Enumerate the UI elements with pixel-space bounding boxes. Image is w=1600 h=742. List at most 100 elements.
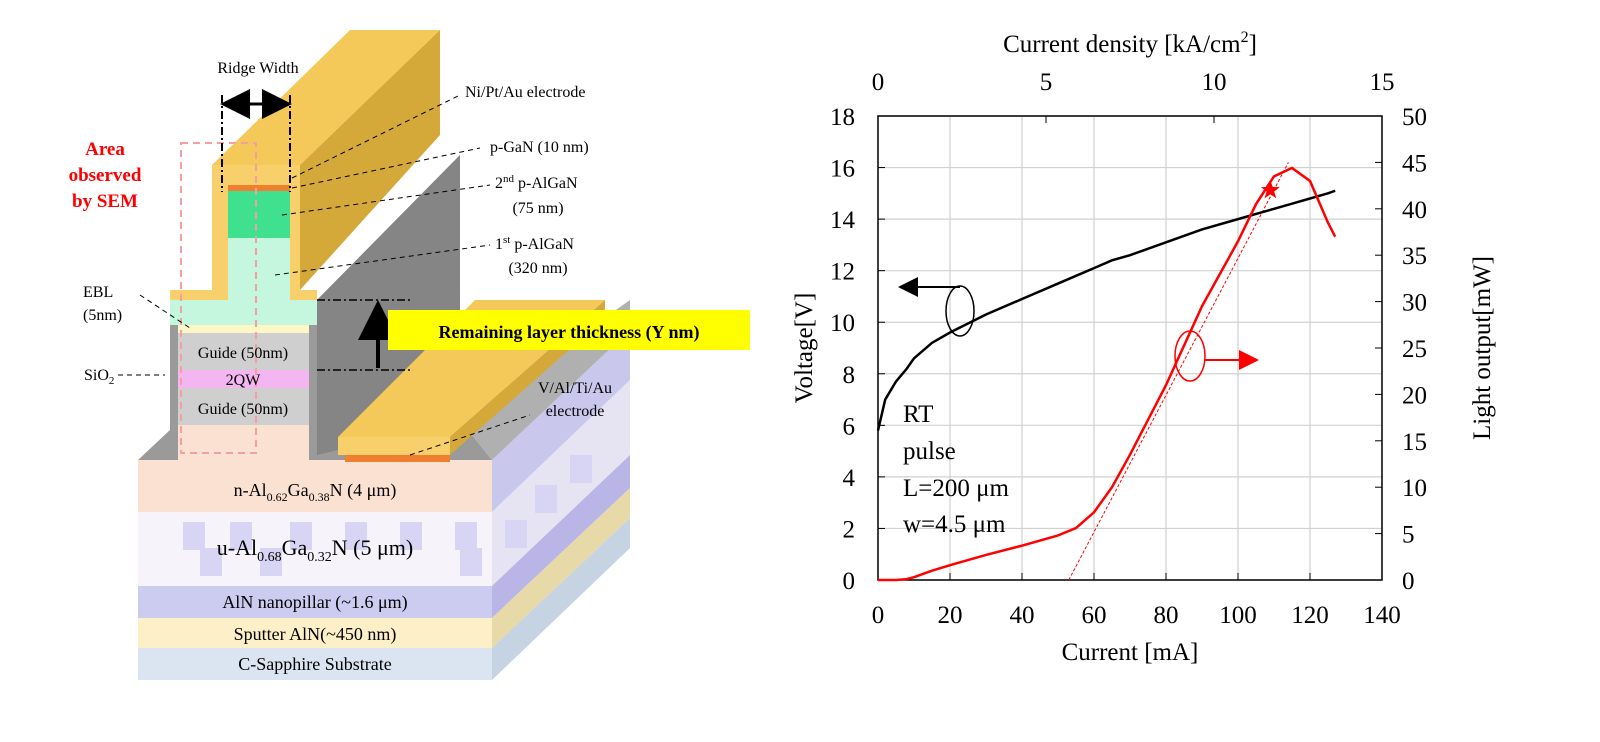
x2-axis-title: Current density [kA/cm2]: [1003, 29, 1257, 58]
y2-tick-label: 25: [1402, 336, 1427, 363]
text: 0.68: [257, 550, 282, 565]
sem-line: observed: [69, 165, 142, 186]
annotation: RT: [903, 401, 933, 428]
thickness-guides: [317, 299, 412, 371]
y2-axis-title: Light output[mW]: [1469, 256, 1496, 440]
x-tick-label: 0: [872, 602, 885, 629]
y-tick-label: 6: [843, 413, 856, 440]
annotation: pulse: [903, 438, 956, 465]
y2-tick-label: 50: [1402, 104, 1427, 131]
electrode-side: [300, 30, 440, 290]
data-line: [878, 166, 1337, 582]
y-tick-label: 10: [830, 310, 855, 337]
text: 1: [495, 236, 503, 253]
y2-tick-label: 5: [1402, 522, 1415, 549]
text: p-AlGaN: [510, 236, 574, 253]
p1-ridge: [228, 238, 290, 300]
pillar-layer: [138, 586, 492, 618]
guide-label: Guide (50nm): [198, 345, 288, 362]
side-sub: [492, 518, 630, 680]
x-tick-label: 120: [1291, 602, 1329, 629]
annotation: w=4.5 μm: [903, 511, 1006, 538]
p1-wide: [170, 300, 317, 325]
sem-line: Area: [85, 139, 125, 160]
electrode-front-left: [170, 165, 228, 300]
y2-tick-label: 0: [1402, 568, 1415, 595]
n-electrode-label: electrode: [546, 403, 605, 420]
qw-label: 2QW: [226, 372, 262, 389]
text: SiO: [84, 367, 109, 384]
text: N (4 μm): [330, 480, 397, 501]
y-tick-label: 18: [830, 104, 855, 131]
y2-tick-label: 45: [1402, 150, 1427, 177]
remaining-box: [388, 310, 750, 350]
x2-tick-label: 5: [1040, 69, 1053, 96]
y-tick-label: 8: [843, 362, 856, 389]
x-axis-title: Current [mA]: [1062, 639, 1199, 666]
x-tick-label: 80: [1154, 602, 1179, 629]
y-tick-label: 4: [843, 465, 856, 492]
substrate-layer: [138, 648, 492, 680]
p2-label: 2nd p-AlGaN: [495, 173, 578, 192]
mesa-n: [178, 425, 309, 460]
p2-thickness: (75 nm): [512, 200, 563, 217]
text: st: [503, 234, 510, 246]
y-tick-label: 0: [843, 568, 856, 595]
device-diagram: Ridge Width Area observed by SEM Ni/Pt/A…: [69, 30, 750, 680]
y2-tick-label: 10: [1402, 475, 1427, 502]
plot-frame: [877, 115, 1383, 581]
p-gan-label: p-GaN (10 nm): [490, 139, 589, 156]
annotation: L=200 μm: [903, 475, 1010, 502]
side-sputter: [492, 488, 630, 648]
side-pillar: [492, 455, 630, 618]
remaining-label: Remaining layer thickness (Y nm): [439, 322, 700, 343]
text: 0.32: [307, 550, 332, 565]
pillar-label: AlN nanopillar (~1.6 μm): [222, 592, 407, 613]
text: 0.62: [267, 490, 288, 504]
x-tick-label: 100: [1219, 602, 1257, 629]
sputter-label: Sputter AlN(~450 nm): [234, 624, 397, 645]
y-tick-label: 16: [830, 156, 855, 183]
p1-label: 1st p-AlGaN: [495, 234, 574, 253]
chart: Current [mA] Current density [kA/cm2] Vo…: [791, 29, 1496, 666]
text: n-Al: [234, 480, 267, 500]
x-tick-label: 60: [1082, 602, 1107, 629]
x2-tick-label: 0: [872, 69, 885, 96]
text: 0.38: [309, 490, 330, 504]
qw: [178, 370, 309, 388]
y2-tick-label: 15: [1402, 429, 1427, 456]
guide-label: Guide (50nm): [198, 401, 288, 418]
y-tick-label: 12: [830, 259, 855, 286]
y-tick-label: 2: [843, 516, 856, 543]
y2-tick-label: 40: [1402, 197, 1427, 224]
text: 2: [109, 375, 115, 387]
text: N (5 μm): [332, 535, 413, 560]
p-gan-layer: [228, 185, 290, 191]
text: 2: [1241, 29, 1249, 46]
x-tick-label: 40: [1010, 602, 1035, 629]
text: Ga: [282, 535, 308, 560]
fit-line: [1068, 162, 1289, 581]
top-electrode-label: Ni/Pt/Au electrode: [465, 84, 585, 101]
side-n: [492, 330, 630, 512]
text: u-Al: [217, 535, 257, 560]
y-axis-title: Voltage[V]: [791, 293, 818, 404]
text: p-AlGaN: [514, 175, 578, 192]
text: nd: [503, 173, 515, 185]
text: ]: [1249, 31, 1257, 58]
electrode-foot-left: [170, 290, 228, 300]
pillars: [183, 455, 592, 576]
p2-layer: [228, 191, 290, 238]
ridge-width-guides: [220, 89, 292, 192]
leader-lines: [118, 94, 531, 456]
sem-label: Area observed by SEM: [69, 139, 142, 212]
text: Current density [kA/cm: [1003, 31, 1241, 58]
y2-tick-label: 35: [1402, 243, 1427, 270]
n-electrode-label: V/Al/Ti/Au: [538, 380, 612, 397]
guide-bottom: [178, 388, 309, 425]
u-algan-label: u-Al0.68Ga0.32N (5 μm): [217, 535, 413, 565]
text: Ga: [288, 480, 309, 500]
substrate-label: C-Sapphire Substrate: [238, 654, 391, 674]
guide-top: [178, 333, 309, 370]
